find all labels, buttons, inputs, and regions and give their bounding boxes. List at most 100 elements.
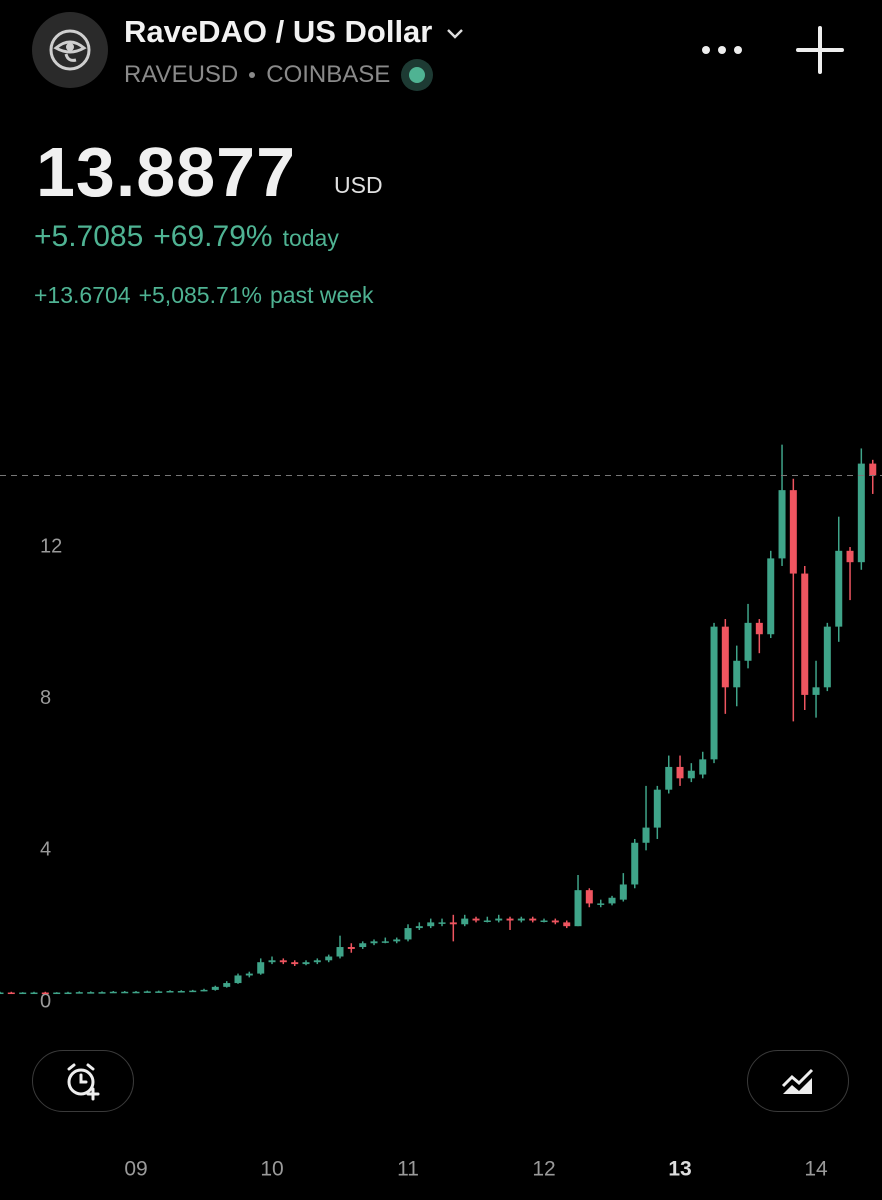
candle-body (155, 991, 163, 993)
candle-body (415, 926, 423, 929)
candle-body (767, 558, 775, 635)
candle-body (733, 660, 741, 688)
candle-body (540, 920, 548, 922)
separator (249, 72, 256, 78)
candle-body (823, 626, 831, 688)
week-change-pct: +5,085.71% (138, 282, 262, 308)
candle-body (41, 992, 49, 995)
candle-body (495, 918, 503, 921)
y-tick-label: 12 (40, 535, 62, 557)
candle-body (393, 939, 401, 942)
alert-button[interactable] (32, 1050, 134, 1112)
candle-body (302, 962, 310, 965)
candle-body (517, 918, 525, 921)
x-tick-label: 09 (124, 1158, 147, 1181)
candle-body (574, 890, 582, 927)
x-tick-label: 12 (532, 1158, 555, 1181)
chevron (447, 28, 463, 39)
candle-body (869, 463, 877, 476)
candle-body (653, 789, 661, 828)
week-change: +13.6704 (34, 282, 131, 308)
candle-body (109, 991, 117, 994)
candle-body (676, 766, 684, 779)
candle-body (461, 918, 469, 925)
currency: USD (334, 172, 383, 198)
y-tick-label: 0 (40, 990, 51, 1012)
candle-body (325, 956, 333, 961)
candle-body (245, 973, 253, 976)
y-tick-label: 4 (40, 839, 51, 861)
candle-body (166, 991, 174, 993)
candle-body (30, 992, 38, 995)
candle-body (857, 463, 865, 563)
candle-body (710, 626, 718, 760)
candle-body (177, 991, 185, 993)
candle-body (359, 943, 367, 948)
candle-body (370, 941, 378, 944)
candle-body (257, 962, 265, 974)
candle-body (597, 903, 605, 905)
candle-body (223, 983, 231, 987)
more-button[interactable] (698, 36, 746, 64)
candle-body (585, 890, 593, 904)
candle-body (313, 960, 321, 963)
candle-body (87, 992, 95, 994)
candle-body (789, 490, 797, 574)
candle-body (506, 918, 514, 921)
candle-body (381, 941, 389, 943)
candle-body (143, 991, 151, 993)
candle-body (608, 897, 616, 904)
x-tick-label: 14 (804, 1158, 828, 1181)
candle-body (0, 992, 4, 995)
candle-body (132, 991, 140, 994)
candle-body (64, 992, 72, 995)
candle-body (744, 622, 752, 661)
candle-body (619, 884, 627, 900)
coin-logo[interactable] (32, 12, 108, 88)
candle-body (642, 827, 650, 843)
candle-body (234, 975, 242, 984)
ticker: RAVEUSD (124, 61, 239, 88)
candle-body (472, 918, 480, 921)
candle-body (529, 918, 537, 921)
candle-body (268, 960, 276, 963)
market-open-indicator (401, 59, 434, 91)
candle-body (75, 992, 83, 994)
chart-style-icon (781, 1068, 814, 1094)
candle-body (279, 960, 287, 963)
candle-body (291, 962, 299, 965)
chart-style-button[interactable] (747, 1050, 849, 1112)
week-period: past week (270, 282, 374, 308)
symbol-title[interactable]: RaveDAO / US Dollar (124, 14, 465, 50)
candle-body (19, 992, 27, 995)
daily-change: +5.7085 +69.79% today (34, 220, 339, 254)
candle-body (665, 766, 673, 790)
candle-body (53, 992, 61, 995)
candle-body (189, 990, 197, 993)
candle-body (438, 922, 446, 924)
x-tick-label: 13 (668, 1158, 691, 1181)
y-tick-label: 8 (40, 687, 51, 709)
exchange: COINBASE (266, 61, 391, 88)
candle-body (449, 922, 457, 925)
add-button[interactable] (796, 26, 844, 74)
weekly-change: +13.6704 +5,085.71% past week (34, 282, 374, 309)
candle-body (483, 920, 491, 922)
alert-icon (67, 1063, 100, 1101)
candle-body (98, 992, 106, 994)
logo-icon (49, 29, 91, 71)
change-period: today (282, 225, 339, 251)
candle-body (336, 947, 344, 957)
candle-body (835, 550, 843, 627)
candle-body (121, 991, 129, 994)
candle-body (404, 928, 412, 940)
candle-body (631, 842, 639, 885)
candle-body (211, 986, 219, 990)
candle-body (7, 992, 15, 995)
candle-body (846, 550, 854, 563)
candle-body (427, 922, 435, 927)
candle-body (812, 687, 820, 695)
candle-body (687, 770, 695, 779)
